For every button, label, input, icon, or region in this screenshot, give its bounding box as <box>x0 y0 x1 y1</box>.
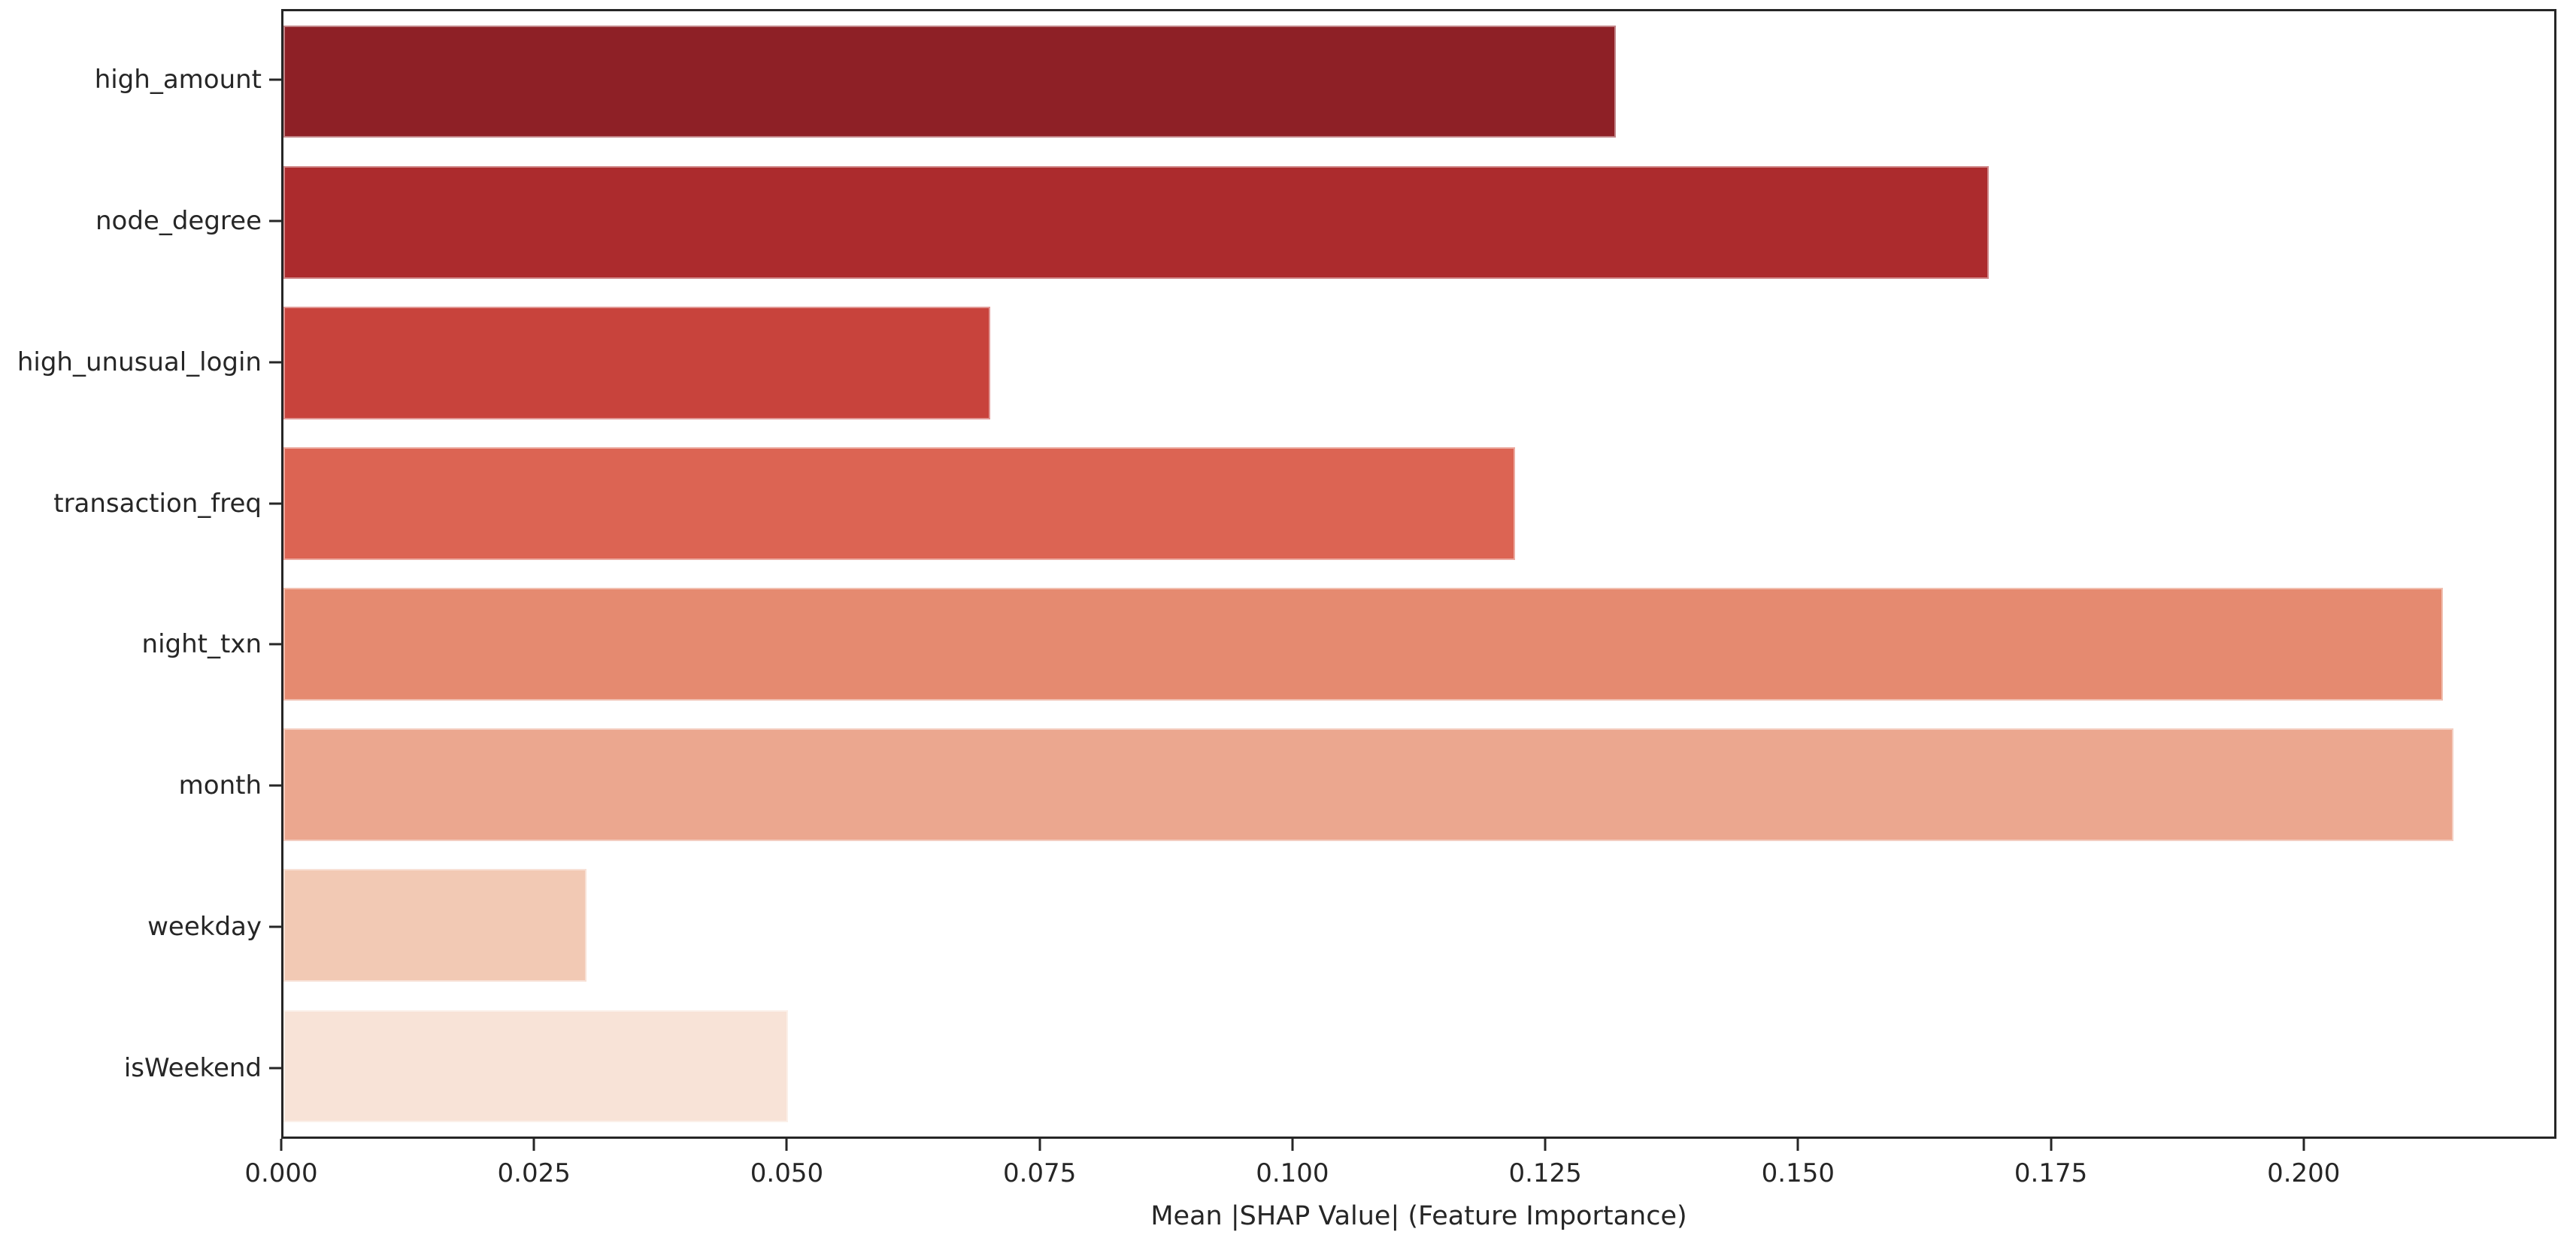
bar-night_txn <box>283 588 2444 701</box>
bar-node_degree <box>283 165 1990 279</box>
x-tick-mark <box>532 1139 535 1151</box>
x-tick-label: 0.125 <box>1508 1158 1582 1188</box>
x-tick-label: 0.150 <box>1761 1158 1835 1188</box>
x-tick-mark <box>1544 1139 1547 1151</box>
x-axis-label: Mean |SHAP Value| (Feature Importance) <box>1150 1201 1687 1231</box>
x-tick-mark <box>1796 1139 1799 1151</box>
y-tick-mark <box>269 925 281 928</box>
y-tick-label: isWeekend <box>123 1053 262 1084</box>
bar-high_unusual_login <box>283 306 990 419</box>
bar-row <box>283 715 2554 855</box>
bar-row <box>283 433 2554 574</box>
y-axis: high_amount node_degree high_unusual_login… <box>0 0 281 1241</box>
x-tick-label: 0.000 <box>244 1158 318 1188</box>
x-tick-mark <box>2050 1139 2053 1151</box>
x-tick-label: 0.025 <box>497 1158 571 1188</box>
y-tick-label: weekday <box>147 912 262 943</box>
bar-isWeekend <box>283 1009 789 1123</box>
bar-month <box>283 728 2453 842</box>
x-tick-label: 0.100 <box>1256 1158 1329 1188</box>
bar-row <box>283 996 2554 1137</box>
x-tick-mark <box>1038 1139 1041 1151</box>
x-tick-mark <box>1291 1139 1294 1151</box>
y-tick-label: transaction_freq <box>53 488 262 519</box>
y-tick-mark <box>269 784 281 787</box>
y-tick-mark <box>269 78 281 81</box>
x-axis: 0.000 0.025 0.050 0.075 0.100 0.125 0.150 0.175… <box>244 1139 2556 1221</box>
x-tick-mark <box>280 1139 283 1151</box>
y-tick-mark <box>269 219 281 222</box>
bar-transaction_freq <box>283 447 1515 560</box>
y-tick-label: node_degree <box>95 205 262 236</box>
y-tick-label: month <box>178 770 262 801</box>
bar-row <box>283 11 2554 152</box>
y-tick-label: high_amount <box>94 64 262 95</box>
y-tick-mark <box>269 643 281 646</box>
bar-row <box>283 292 2554 433</box>
x-tick-label: 0.200 <box>2267 1158 2341 1188</box>
x-tick-label: 0.075 <box>1002 1158 1077 1188</box>
bar-high_amount <box>283 25 1616 138</box>
y-tick-mark <box>269 361 281 364</box>
x-tick-label: 0.175 <box>2014 1158 2088 1188</box>
bar-weekday <box>283 869 586 982</box>
y-tick-label: night_txn <box>141 629 262 660</box>
bar-row <box>283 855 2554 996</box>
x-tick-label: 0.050 <box>750 1158 824 1188</box>
bar-row <box>283 152 2554 292</box>
y-tick-mark <box>269 1067 281 1070</box>
y-tick-label: high_unusual_login <box>17 347 262 377</box>
bar-row <box>283 574 2554 715</box>
plot-area <box>281 9 2556 1139</box>
x-tick-mark <box>2302 1139 2305 1151</box>
y-tick-mark <box>269 502 281 505</box>
x-tick-mark <box>785 1139 788 1151</box>
